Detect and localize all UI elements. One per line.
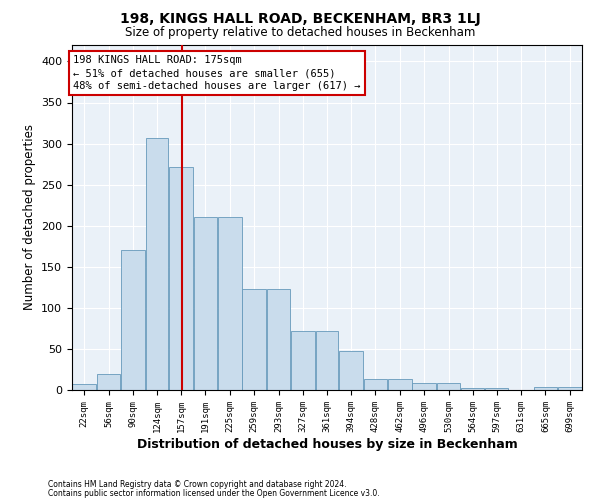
- Bar: [242, 289, 266, 390]
- Bar: [340, 350, 363, 390]
- X-axis label: Distribution of detached houses by size in Beckenham: Distribution of detached houses by size …: [137, 438, 517, 450]
- Bar: [146, 138, 169, 390]
- Bar: [485, 388, 508, 390]
- Bar: [194, 218, 217, 390]
- Bar: [267, 289, 290, 390]
- Y-axis label: Number of detached properties: Number of detached properties: [23, 124, 35, 310]
- Bar: [97, 374, 120, 390]
- Bar: [73, 384, 96, 390]
- Bar: [461, 388, 484, 390]
- Bar: [316, 331, 338, 390]
- Bar: [364, 378, 387, 390]
- Bar: [169, 166, 193, 390]
- Bar: [121, 250, 145, 390]
- Bar: [437, 382, 460, 390]
- Bar: [218, 218, 242, 390]
- Text: Size of property relative to detached houses in Beckenham: Size of property relative to detached ho…: [125, 26, 475, 39]
- Bar: [534, 386, 557, 390]
- Bar: [291, 331, 314, 390]
- Text: 198 KINGS HALL ROAD: 175sqm
← 51% of detached houses are smaller (655)
48% of se: 198 KINGS HALL ROAD: 175sqm ← 51% of det…: [73, 55, 361, 92]
- Text: Contains HM Land Registry data © Crown copyright and database right 2024.: Contains HM Land Registry data © Crown c…: [48, 480, 347, 489]
- Bar: [388, 378, 412, 390]
- Bar: [558, 386, 581, 390]
- Text: Contains public sector information licensed under the Open Government Licence v3: Contains public sector information licen…: [48, 488, 380, 498]
- Text: 198, KINGS HALL ROAD, BECKENHAM, BR3 1LJ: 198, KINGS HALL ROAD, BECKENHAM, BR3 1LJ: [119, 12, 481, 26]
- Bar: [412, 382, 436, 390]
